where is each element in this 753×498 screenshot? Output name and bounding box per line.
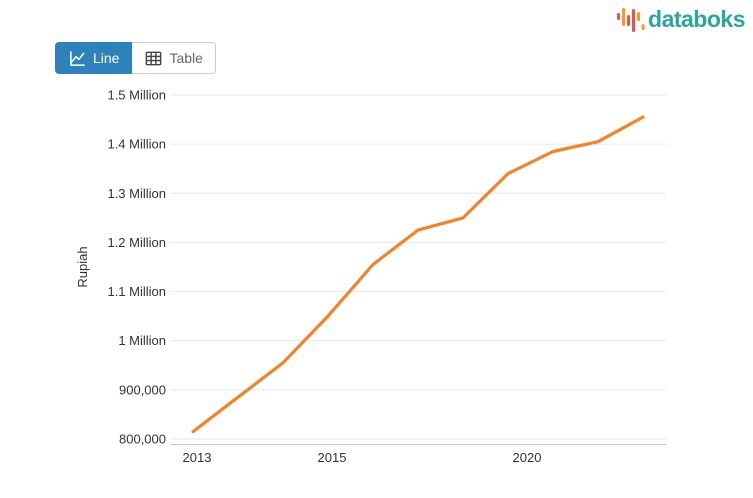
table-view-button[interactable]: Table xyxy=(132,42,216,74)
line-button-label: Line xyxy=(93,50,120,66)
x-axis-tick-label: 2015 xyxy=(318,450,347,465)
databoks-equalizer-icon xyxy=(617,8,645,32)
chart-type-toggle: Line Table xyxy=(55,42,216,74)
databoks-logo[interactable]: databoks xyxy=(615,4,745,34)
y-axis-tick-label: 1.3 Million xyxy=(107,186,166,201)
y-axis-tick-label: 1.5 Million xyxy=(107,88,166,103)
y-axis-labels: 1.5 Million 1.4 Million 1.3 Million 1.2 Mil… xyxy=(107,88,166,447)
y-axis-tick-label: 1.2 Million xyxy=(107,235,166,250)
x-axis-tick-label: 2013 xyxy=(183,450,212,465)
table-button-label: Table xyxy=(169,50,203,66)
y-axis-tick-label: 800,000 xyxy=(119,432,166,447)
table-grid-icon xyxy=(146,51,162,65)
y-axis-title: Rupiah xyxy=(75,246,90,287)
y-axis-tick-label: 1.1 Million xyxy=(107,284,166,299)
line-view-button[interactable]: Line xyxy=(55,42,133,74)
y-axis-tick-label: 1 Million xyxy=(118,333,166,348)
line-chart-icon xyxy=(70,50,85,66)
gridlines xyxy=(170,94,666,440)
y-axis-tick-label: 1.4 Million xyxy=(107,137,166,152)
databoks-logo-text: databoks xyxy=(648,6,745,32)
data-line xyxy=(191,115,645,434)
y-axis-tick-label: 900,000 xyxy=(119,382,166,397)
x-axis-labels: 2013 2015 2020 xyxy=(183,450,542,465)
x-axis-tick-label: 2020 xyxy=(513,450,542,465)
